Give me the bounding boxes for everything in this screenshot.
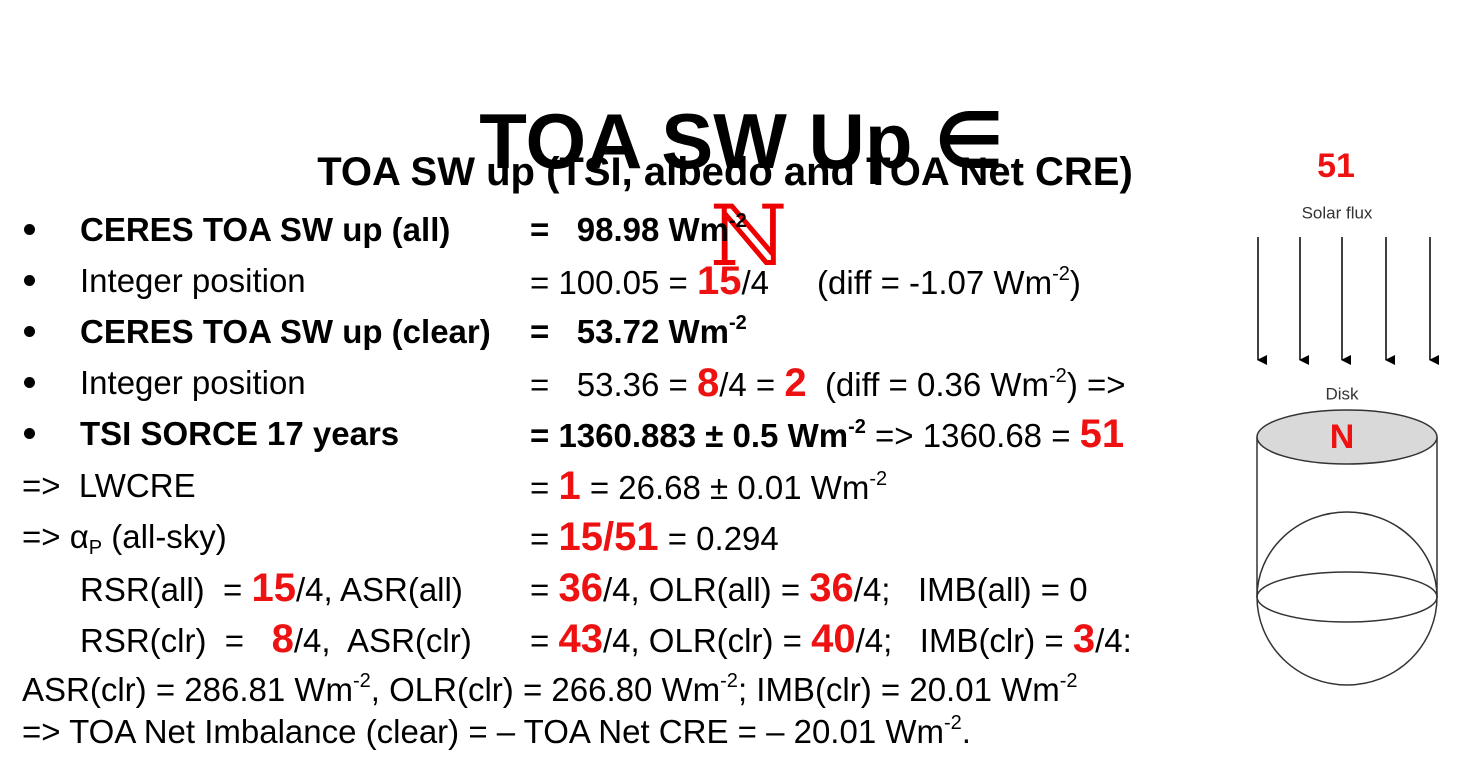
- sup: -2: [729, 210, 747, 232]
- red-number: 40: [811, 617, 856, 661]
- text: ASR(clr) = 286.81 Wm: [22, 671, 353, 708]
- value: = 100.05 = 15/4 (diff = -1.07 Wm-2): [530, 261, 1081, 303]
- text: /4 =: [719, 366, 785, 403]
- label: RSR(all) = 15/4, ASR(all): [80, 568, 463, 610]
- title-symbol: ℕ: [710, 187, 788, 285]
- text-line: => TOA Net Imbalance (clear) = – TOA Net…: [22, 712, 971, 752]
- text: ; IMB(clr) = 20.01 Wm: [737, 671, 1060, 708]
- text: => TOA Net Imbalance (clear) = – TOA Net…: [22, 713, 944, 750]
- label: => LWCRE: [22, 467, 196, 504]
- red-number: 2: [784, 361, 807, 405]
- red-number: 8: [696, 361, 720, 405]
- text: /4; IMB(all) = 0: [853, 571, 1088, 608]
- text: = 53.36 =: [530, 366, 697, 403]
- red-number: 15: [696, 259, 742, 303]
- label: CERES TOA SW up (clear): [80, 313, 491, 350]
- red-number: 15: [251, 566, 296, 610]
- subtitle: TOA SW up (TSI, albedo and TOA Net CRE): [317, 150, 1133, 194]
- red-number: 51: [614, 515, 659, 559]
- text: =: [530, 571, 559, 608]
- text: = 26.68 ± 0.01 Wm: [580, 469, 870, 506]
- text: = 100.05 =: [530, 264, 697, 301]
- value: = 53.36 = 8/4 = 2 (diff = 0.36 Wm-2) =>: [530, 363, 1126, 405]
- text: /4, ASR(clr): [293, 622, 472, 659]
- text: ): [1069, 264, 1081, 301]
- text: =: [530, 622, 559, 659]
- bullet: [24, 224, 35, 235]
- text: /4, OLR(all) =: [602, 571, 810, 608]
- text: RSR(clr) =: [80, 622, 272, 659]
- text: /4: [741, 264, 770, 301]
- bullet: [24, 377, 35, 388]
- bullet: [24, 326, 35, 337]
- text: = 0.294: [658, 520, 779, 557]
- value: = 36/4, OLR(all) = 36/4; IMB(all) = 0: [530, 568, 1088, 610]
- text: = 1360.883 ± 0.5 Wm: [530, 417, 849, 454]
- red-number: 43: [558, 617, 603, 661]
- sup: -2: [1052, 263, 1070, 285]
- text: ) =>: [1066, 366, 1126, 403]
- value: = 98.98 Wm-2: [530, 210, 747, 250]
- text: /4, ASR(all): [295, 571, 463, 608]
- text: (diff = -1.07 Wm: [817, 264, 1053, 301]
- text: , OLR(clr) = 266.80 Wm: [370, 671, 721, 708]
- value: = 43/4, OLR(clr) = 40/4; IMB(clr) = 3/4:: [530, 619, 1132, 661]
- alpha: α: [69, 518, 89, 555]
- value: = 1360.883 ± 0.5 Wm-2 => 1360.68 = 51: [530, 414, 1124, 456]
- text: (diff = 0.36 Wm: [806, 366, 1050, 403]
- label: Integer position: [80, 364, 306, 401]
- value: = 1 = 26.68 ± 0.01 Wm-2: [530, 466, 887, 508]
- label: Integer position: [80, 262, 306, 299]
- red-number: 51: [1079, 412, 1125, 456]
- disk-symbol: N: [1330, 418, 1355, 456]
- sup: -2: [729, 312, 747, 334]
- red-number: 15: [558, 515, 603, 559]
- label: CERES TOA SW up (all): [80, 211, 451, 248]
- text: = 98.98 Wm: [530, 211, 730, 248]
- text: = 53.72 Wm: [530, 313, 730, 350]
- text: =: [530, 469, 559, 506]
- sup: -2: [353, 670, 371, 692]
- red-number: 36: [809, 566, 854, 610]
- text: =>: [22, 518, 70, 555]
- red-slash: /: [602, 515, 615, 559]
- label: => αP (all-sky): [22, 517, 227, 559]
- value: = 15/51 = 0.294: [530, 517, 779, 559]
- label: RSR(clr) = 8/4, ASR(clr): [80, 619, 472, 661]
- text: RSR(all) =: [80, 571, 252, 608]
- red-number: 8: [271, 617, 294, 661]
- title: TOA SW Up ∈ ℕ: [0, 5, 1440, 285]
- sup: -2: [1049, 365, 1067, 387]
- text: /4:: [1095, 622, 1132, 659]
- text: =: [530, 520, 559, 557]
- text: /4; IMB(clr) =: [855, 622, 1073, 659]
- text-line: ASR(clr) = 286.81 Wm-2, OLR(clr) = 266.8…: [22, 670, 1078, 710]
- text: .: [961, 713, 971, 750]
- bullet: [24, 275, 35, 286]
- label: TSI SORCE 17 years: [80, 415, 400, 452]
- text: (all-sky): [102, 518, 227, 555]
- value: = 53.72 Wm-2: [530, 312, 747, 352]
- title-text: TOA SW Up ∈: [479, 97, 1005, 185]
- red-number: 3: [1072, 617, 1096, 661]
- disk-label: Disk: [1325, 384, 1359, 403]
- sub: P: [88, 537, 103, 559]
- cylinder: [1256, 409, 1438, 686]
- sup: -2: [720, 670, 738, 692]
- sup: -2: [869, 468, 888, 490]
- sup: -2: [1059, 670, 1078, 692]
- red-number: 36: [558, 566, 603, 610]
- bullet: [24, 428, 35, 439]
- red-number: 1: [558, 464, 581, 508]
- text: => 1360.68 =: [865, 417, 1080, 454]
- sup: -2: [944, 712, 962, 734]
- sup: -2: [848, 416, 866, 438]
- text: /4, OLR(clr) =: [602, 622, 812, 659]
